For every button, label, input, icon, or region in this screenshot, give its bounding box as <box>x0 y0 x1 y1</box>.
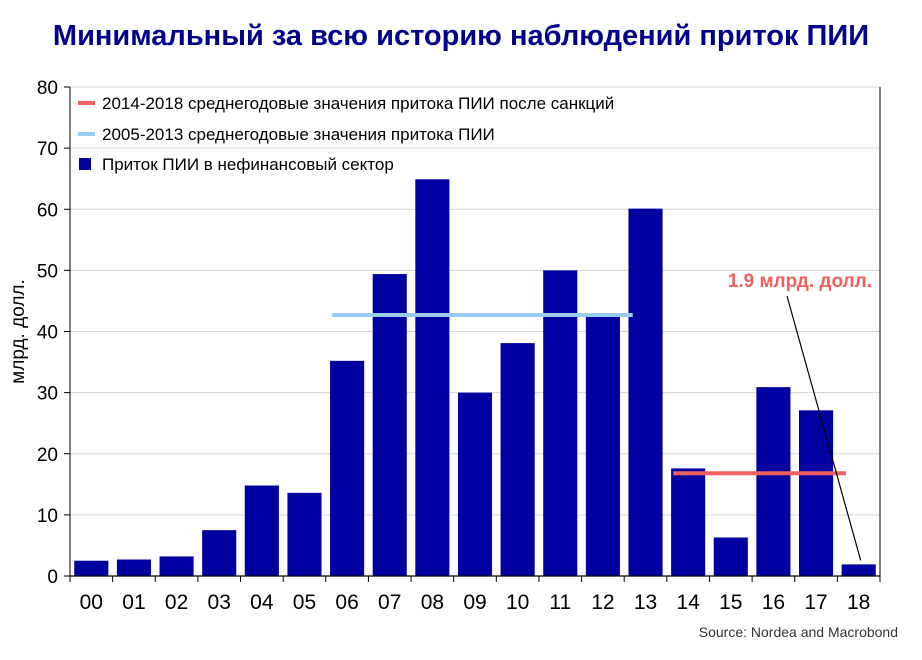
bar-14 <box>671 468 706 576</box>
y-axis-label: млрд. долл. <box>8 279 29 384</box>
legend-swatch-box <box>79 158 91 170</box>
y-tick-label: 40 <box>37 323 58 344</box>
bar-01 <box>116 559 151 576</box>
bar-09 <box>457 392 493 576</box>
x-tick-label: 04 <box>250 591 274 614</box>
bar-17 <box>799 410 834 576</box>
bar-05 <box>287 492 322 576</box>
annotation: 1.9 млрд. долл. <box>728 271 872 561</box>
legend-label: Приток ПИИ в нефинансовый сектор <box>102 155 394 174</box>
bar-11 <box>543 270 578 576</box>
source-note: Source: Nordea and Macrobond <box>698 624 898 640</box>
annotation-arrow <box>786 295 862 561</box>
bar-04 <box>244 485 279 576</box>
bar-06 <box>330 360 365 576</box>
y-tick-label: 0 <box>47 567 58 588</box>
bar-00 <box>74 560 109 576</box>
bar-02 <box>159 556 194 576</box>
x-tick-label: 06 <box>335 591 358 614</box>
chart-title: Минимальный за всю историю наблюдений пр… <box>52 20 870 52</box>
x-tick-label: 14 <box>676 591 700 614</box>
bar-08 <box>415 179 450 576</box>
legend: 2014-2018 среднегодовые значения притока… <box>78 94 614 174</box>
y-tick-label: 20 <box>37 445 58 466</box>
annotation-text: 1.9 млрд. долл. <box>728 271 872 292</box>
x-tick-label: 15 <box>719 591 742 614</box>
y-tick-label: 70 <box>37 139 58 160</box>
y-tick-label: 50 <box>37 261 58 282</box>
reference-lines <box>332 312 846 476</box>
legend-label: 2005-2013 среднегодовые значения притока… <box>102 125 495 144</box>
bar-18 <box>841 564 876 576</box>
y-tick-label: 60 <box>37 200 58 221</box>
bars <box>74 179 876 577</box>
bar-10 <box>500 343 535 576</box>
x-tick-label: 00 <box>80 591 103 614</box>
y-tick-label: 30 <box>37 384 58 405</box>
x-tick-label: 13 <box>634 591 657 614</box>
x-tick-label: 03 <box>208 591 231 614</box>
bar-13 <box>628 208 663 577</box>
x-tick-label: 08 <box>421 591 444 614</box>
x-tick-label: 16 <box>762 591 785 614</box>
axes: 0 10 20 30 40 50 60 70 80 млрд. долл. 00 01 02 03 04 05… <box>8 78 881 614</box>
x-tick-label: 05 <box>293 591 316 614</box>
x-tick-label: 11 <box>549 591 571 614</box>
bar-16 <box>756 387 791 576</box>
x-tick-label: 07 <box>378 591 401 614</box>
bar-15 <box>713 537 748 576</box>
x-tick-label: 10 <box>506 591 529 614</box>
y-tick-label: 10 <box>37 506 58 527</box>
x-tick-label: 02 <box>165 591 188 614</box>
bar-12 <box>585 316 620 576</box>
x-tick-label: 17 <box>804 591 827 614</box>
x-tick-label: 12 <box>591 591 614 614</box>
x-tick-label: 09 <box>463 591 486 614</box>
legend-label: 2014-2018 среднегодовые значения притока… <box>102 94 614 113</box>
bar-07 <box>372 274 407 576</box>
x-tick-label: 18 <box>847 591 870 614</box>
x-tick-label: 01 <box>122 591 145 614</box>
bar-03 <box>202 530 237 576</box>
y-tick-label: 80 <box>37 78 58 99</box>
